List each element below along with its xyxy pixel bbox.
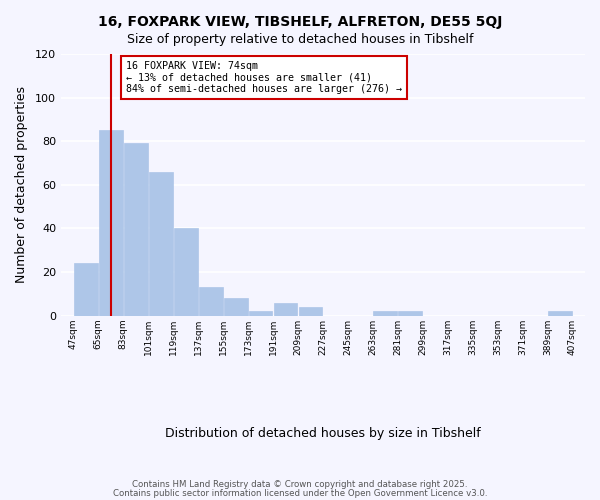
- Bar: [398, 312, 422, 316]
- Bar: [74, 264, 98, 316]
- Bar: [274, 302, 298, 316]
- Bar: [248, 312, 272, 316]
- X-axis label: Distribution of detached houses by size in Tibshelf: Distribution of detached houses by size …: [165, 427, 481, 440]
- Bar: [373, 312, 397, 316]
- Bar: [149, 172, 173, 316]
- Text: 16 FOXPARK VIEW: 74sqm
← 13% of detached houses are smaller (41)
84% of semi-det: 16 FOXPARK VIEW: 74sqm ← 13% of detached…: [126, 60, 402, 94]
- Bar: [299, 307, 322, 316]
- Text: Size of property relative to detached houses in Tibshelf: Size of property relative to detached ho…: [127, 32, 473, 46]
- Bar: [174, 228, 197, 316]
- Text: Contains HM Land Registry data © Crown copyright and database right 2025.: Contains HM Land Registry data © Crown c…: [132, 480, 468, 489]
- Bar: [99, 130, 123, 316]
- Bar: [124, 144, 148, 316]
- Text: 16, FOXPARK VIEW, TIBSHELF, ALFRETON, DE55 5QJ: 16, FOXPARK VIEW, TIBSHELF, ALFRETON, DE…: [98, 15, 502, 29]
- Text: Contains public sector information licensed under the Open Government Licence v3: Contains public sector information licen…: [113, 488, 487, 498]
- Y-axis label: Number of detached properties: Number of detached properties: [15, 86, 28, 284]
- Bar: [548, 312, 572, 316]
- Bar: [199, 288, 223, 316]
- Bar: [224, 298, 248, 316]
